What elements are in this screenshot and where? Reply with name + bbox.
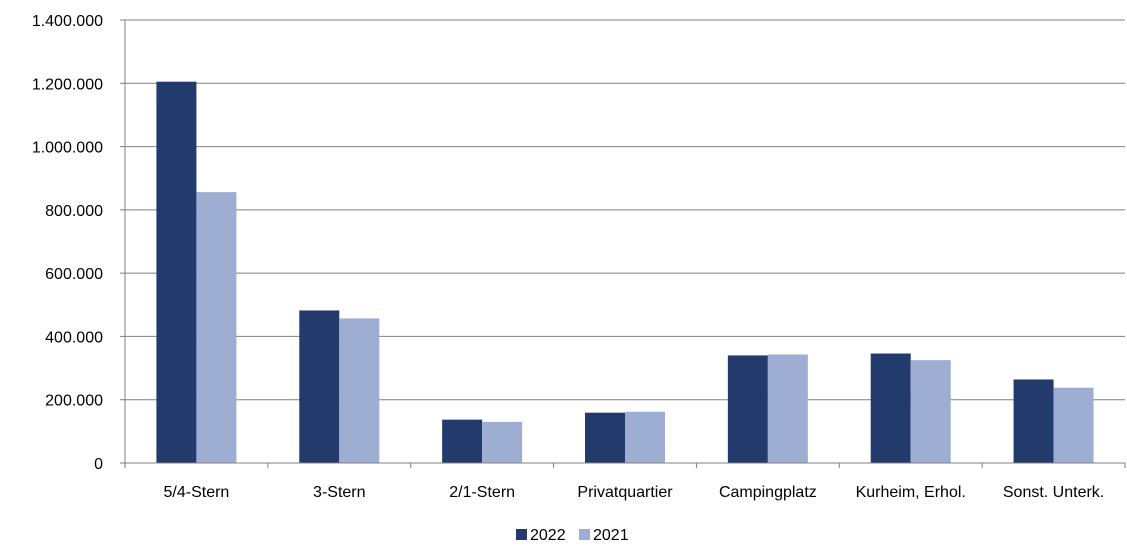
axes (120, 19, 1126, 468)
x-category-label: Sonst. Unterk. (1003, 484, 1104, 501)
legend-swatch-2021 (579, 529, 590, 540)
bar-2022 (585, 412, 625, 463)
bar-2022 (156, 81, 197, 463)
y-tick-label: 1.400.000 (32, 13, 103, 30)
bar-2022 (727, 355, 768, 463)
x-category-label: 2/1-Stern (449, 484, 515, 501)
bar-2022 (299, 310, 340, 463)
bar-2021 (339, 318, 380, 463)
bar-2022 (1013, 379, 1054, 463)
bar-2021 (625, 411, 665, 463)
x-category-labels: 5/4-Stern 3-Stern 2/1-Stern Privatquartier C… (164, 484, 1105, 501)
y-tick-label: 200.000 (45, 393, 103, 410)
bar-2022 (870, 353, 911, 463)
x-category-label: Campingplatz (719, 484, 817, 501)
y-tick-label: 1.000.000 (32, 140, 103, 157)
bar-2022 (442, 419, 483, 463)
y-tick-label: 600.000 (45, 266, 103, 283)
y-tick-label: 1.200.000 (32, 76, 103, 93)
x-category-label: Kurheim, Erhol. (856, 484, 966, 501)
x-category-label: Privatquartier (577, 484, 673, 501)
bar-2021 (196, 192, 237, 463)
bar-2021 (910, 360, 951, 463)
y-tick-label: 400.000 (45, 329, 103, 346)
bar-2021 (482, 421, 523, 463)
x-category-label: 5/4-Stern (164, 484, 230, 501)
legend-label-2021: 2021 (593, 527, 629, 544)
bar-2021 (767, 354, 808, 463)
x-category-label: 3-Stern (313, 484, 365, 501)
legend-swatch-2022 (516, 529, 527, 540)
bar-2021 (1053, 387, 1094, 463)
y-tick-labels: 0 200.000 400.000 600.000 800.000 1.000.000 1.… (32, 13, 103, 473)
legend-label-2022: 2022 (530, 527, 566, 544)
legend: 2022 2021 (516, 527, 629, 544)
bars (156, 81, 1094, 463)
gridlines (125, 19, 1125, 401)
y-tick-label: 800.000 (45, 203, 103, 220)
y-tick-label: 0 (94, 456, 103, 473)
